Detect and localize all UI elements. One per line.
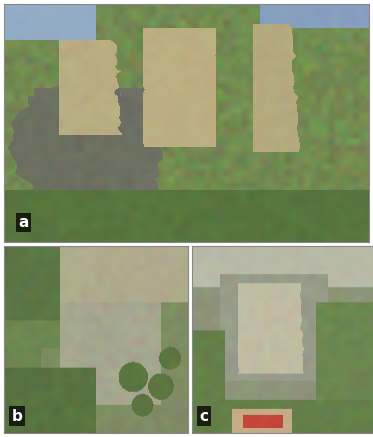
- Text: c: c: [199, 409, 208, 423]
- Text: a: a: [19, 215, 29, 230]
- Text: b: b: [11, 409, 22, 423]
